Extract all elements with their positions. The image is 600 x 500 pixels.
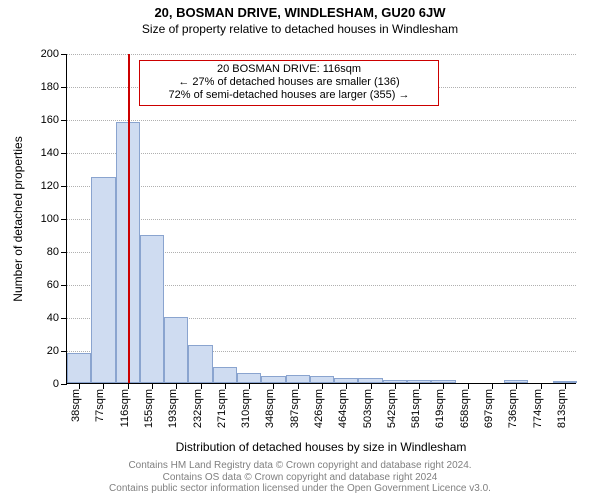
- histogram-bar: [237, 373, 261, 383]
- x-tick-label: 581sqm: [410, 389, 422, 428]
- x-tick-label: 464sqm: [337, 389, 349, 428]
- x-tick-label: 542sqm: [386, 389, 398, 428]
- footer-attribution: Contains HM Land Registry data © Crown c…: [0, 460, 600, 495]
- chart-title-2: Size of property relative to detached ho…: [0, 21, 600, 37]
- x-tick-label: 774sqm: [532, 389, 544, 428]
- footer-line-3: Contains public sector information licen…: [0, 483, 600, 495]
- footer-line-2: Contains OS data © Crown copyright and d…: [0, 472, 600, 484]
- histogram-bar: [188, 345, 212, 383]
- x-tick-label: 736sqm: [507, 389, 519, 428]
- x-tick-label: 310sqm: [240, 389, 252, 428]
- x-tick-label: 116sqm: [119, 389, 131, 427]
- reference-marker: [128, 54, 130, 383]
- gridline: [67, 153, 576, 154]
- x-tick-label: 155sqm: [143, 389, 155, 428]
- histogram-bar: [213, 367, 237, 384]
- x-tick-label: 77sqm: [94, 389, 106, 422]
- y-tick-label: 180: [41, 81, 67, 93]
- x-tick-label: 271sqm: [216, 389, 228, 428]
- x-tick-label: 387sqm: [289, 389, 301, 428]
- x-tick-label: 193sqm: [167, 389, 179, 428]
- histogram-bar: [91, 177, 115, 383]
- x-tick-label: 503sqm: [362, 389, 374, 428]
- histogram-bar: [140, 235, 164, 384]
- x-tick-label: 658sqm: [459, 389, 471, 428]
- gridline: [67, 219, 576, 220]
- x-tick-label: 232sqm: [192, 389, 204, 428]
- histogram-bar: [261, 376, 285, 383]
- y-axis-label: Number of detached properties: [11, 136, 25, 301]
- annotation-line: ← 27% of detached houses are smaller (13…: [142, 76, 436, 89]
- histogram-bar: [164, 317, 188, 383]
- x-tick-label: 426sqm: [313, 389, 325, 428]
- x-axis-label: Distribution of detached houses by size …: [66, 440, 576, 454]
- chart-container: 20, BOSMAN DRIVE, WINDLESHAM, GU20 6JW S…: [0, 0, 600, 500]
- annotation-line: 72% of semi-detached houses are larger (…: [142, 89, 436, 102]
- x-tick-label: 619sqm: [434, 389, 446, 428]
- y-tick-label: 160: [41, 114, 67, 126]
- histogram-bar: [310, 376, 334, 383]
- y-tick-label: 200: [41, 48, 67, 60]
- plot-region: 02040608010012014016018020038sqm77sqm116…: [66, 54, 576, 384]
- x-tick-label: 813sqm: [556, 389, 568, 428]
- chart-title-1: 20, BOSMAN DRIVE, WINDLESHAM, GU20 6JW: [0, 0, 600, 21]
- chart-area: 02040608010012014016018020038sqm77sqm116…: [66, 54, 576, 384]
- footer-line-1: Contains HM Land Registry data © Crown c…: [0, 460, 600, 472]
- x-tick-label: 348sqm: [264, 389, 276, 428]
- gridline: [67, 120, 576, 121]
- gridline: [67, 54, 576, 55]
- y-tick-label: 40: [47, 312, 67, 324]
- y-tick-label: 80: [47, 246, 67, 258]
- x-tick-label: 697sqm: [483, 389, 495, 428]
- histogram-bar: [67, 353, 91, 383]
- y-tick-label: 20: [47, 345, 67, 357]
- gridline: [67, 186, 576, 187]
- y-tick-label: 120: [41, 180, 67, 192]
- y-tick-label: 0: [53, 378, 67, 390]
- y-tick-label: 100: [41, 213, 67, 225]
- y-tick-label: 60: [47, 279, 67, 291]
- annotation-line: 20 BOSMAN DRIVE: 116sqm: [142, 63, 436, 76]
- histogram-bar: [286, 375, 310, 383]
- annotation-box: 20 BOSMAN DRIVE: 116sqm← 27% of detached…: [139, 60, 439, 106]
- y-tick-label: 140: [41, 147, 67, 159]
- x-tick-label: 38sqm: [70, 389, 82, 422]
